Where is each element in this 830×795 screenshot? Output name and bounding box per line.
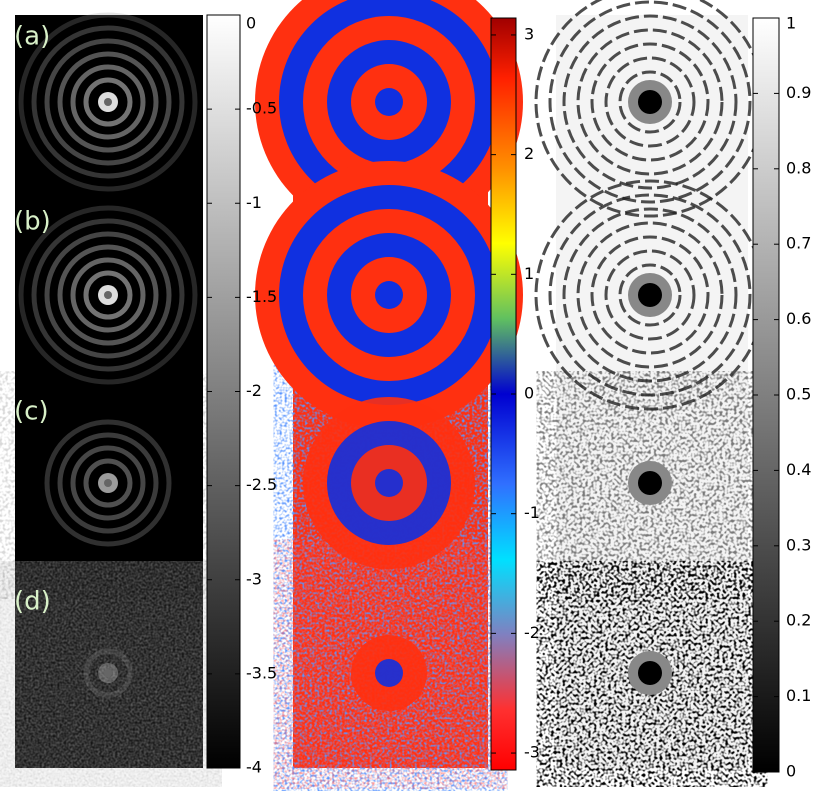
ring [44, 231, 172, 359]
ring [57, 244, 159, 346]
tick-label: 0 [786, 762, 796, 781]
ring [548, 0, 752, 204]
core-hole [104, 669, 112, 677]
tick-label: -1 [246, 193, 262, 212]
tick-label: 0.6 [786, 309, 811, 328]
tick-label: 0.9 [786, 83, 811, 102]
tick-label: 1 [524, 264, 534, 283]
core-hole [104, 291, 112, 299]
tick-label: 0.5 [786, 385, 811, 404]
tick-label: -1 [524, 503, 540, 522]
tick-label: 0.1 [786, 686, 811, 705]
ring [83, 648, 133, 698]
core-hole [104, 479, 112, 487]
ring [375, 281, 403, 309]
tick-label: -1.5 [246, 287, 277, 306]
tick-label: -3 [246, 569, 262, 588]
ring [618, 70, 682, 134]
ring [31, 218, 185, 372]
ring [31, 25, 185, 179]
ring [562, 14, 738, 190]
core [638, 471, 662, 495]
ring [590, 42, 710, 162]
ring [57, 432, 159, 534]
ring [604, 56, 696, 148]
ring [83, 458, 133, 508]
ring [70, 64, 146, 140]
ring [57, 51, 159, 153]
tick-label: 0 [246, 14, 256, 33]
tick-label: 0 [524, 384, 534, 403]
ring [44, 419, 172, 547]
panel-label: (c) [14, 397, 49, 427]
ring [70, 445, 146, 521]
core [638, 90, 662, 114]
tick-label: -3 [524, 743, 540, 762]
ring [604, 249, 696, 341]
ring [618, 263, 682, 327]
tick-label: -0.5 [246, 99, 277, 118]
ring [44, 38, 172, 166]
ring [18, 205, 198, 385]
tick-label: -2 [524, 623, 540, 642]
ring [375, 88, 403, 116]
tick-label: 0.8 [786, 158, 811, 177]
panel-label: (b) [14, 207, 51, 237]
ring [590, 235, 710, 355]
ring [576, 221, 724, 369]
core [638, 661, 662, 685]
ring [375, 469, 403, 497]
panel-label: (d) [14, 587, 51, 617]
tick-label: -2 [246, 381, 262, 400]
tick-label: 0.7 [786, 234, 811, 253]
ring [562, 207, 738, 383]
tick-label: 0.2 [786, 611, 811, 630]
ring [576, 28, 724, 176]
tick-label: 2 [524, 144, 534, 163]
tick-label: 0.4 [786, 460, 811, 479]
tick-label: -2.5 [246, 475, 277, 494]
ring [548, 193, 752, 397]
tick-label: -3.5 [246, 663, 277, 682]
tick-label: 3 [524, 24, 534, 43]
core [638, 283, 662, 307]
tick-label: 1 [786, 14, 796, 33]
images [15, 0, 766, 768]
tick-label: 0.3 [786, 535, 811, 554]
ring [83, 77, 133, 127]
ring [83, 270, 133, 320]
ring [70, 257, 146, 333]
panel-label: (a) [14, 22, 50, 52]
tick-label: -4 [246, 758, 262, 777]
core-hole [104, 98, 112, 106]
ring [18, 12, 198, 192]
ring [375, 659, 403, 687]
